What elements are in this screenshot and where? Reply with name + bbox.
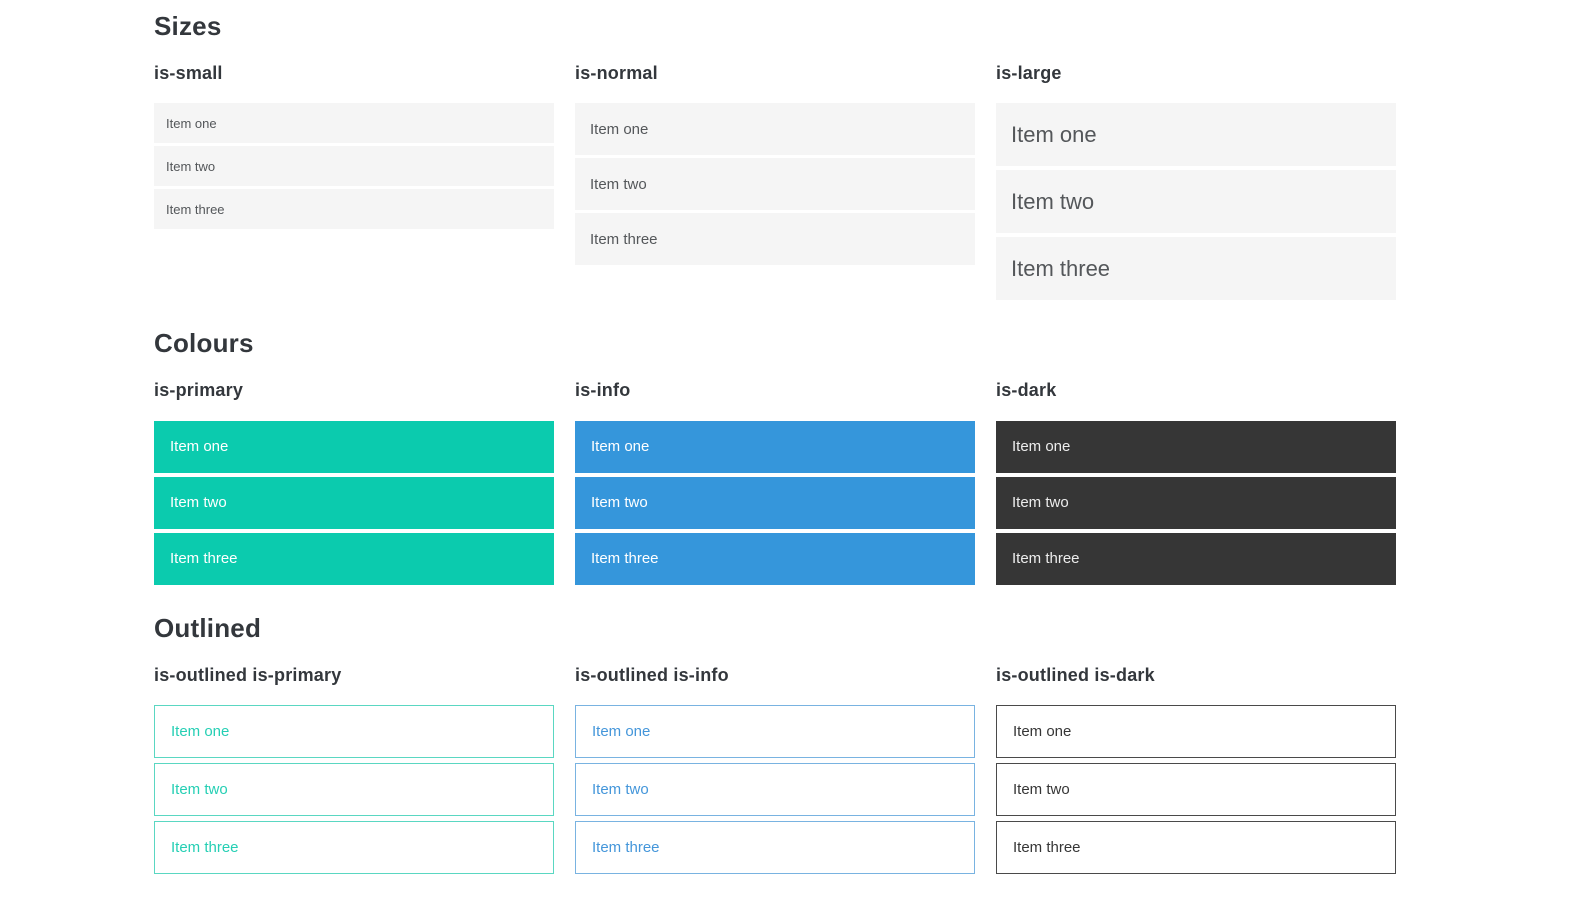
section-outlined: Outlined is-outlined is-primary Item one…	[154, 612, 1396, 880]
list-is-normal: Item one Item two Item three	[575, 103, 975, 266]
list-item[interactable]: Item three	[996, 532, 1396, 585]
list-is-outlined-is-dark: Item one Item two Item three	[996, 705, 1396, 875]
list-item[interactable]: Item three	[154, 532, 554, 585]
list-item[interactable]: Item one	[996, 705, 1396, 759]
list-is-dark: Item one Item two Item three	[996, 420, 1396, 585]
list-item[interactable]: Item two	[575, 158, 975, 211]
list-item[interactable]: Item one	[575, 420, 975, 473]
section-sizes: Sizes is-small Item one Item two Item th…	[154, 11, 1396, 305]
outlined-title: Outlined	[154, 612, 262, 643]
list-is-large: Item one Item two Item three	[996, 103, 1396, 301]
list-item[interactable]: Item three	[575, 532, 975, 585]
list-item[interactable]: Item two	[575, 763, 975, 817]
group-is-outlined-is-dark: is-outlined is-dark Item one Item two It…	[996, 665, 1396, 880]
list-item[interactable]: Item three	[575, 213, 975, 266]
list-item[interactable]: Item two	[996, 763, 1396, 817]
group-label-is-outlined-is-info: is-outlined is-info	[575, 664, 729, 685]
list-item[interactable]: Item one	[996, 420, 1396, 473]
group-label-is-small: is-small	[154, 62, 223, 83]
sizes-grid: is-small Item one Item two Item three is…	[154, 63, 1396, 305]
list-item[interactable]: Item one	[154, 103, 554, 144]
list-item[interactable]: Item three	[996, 821, 1396, 875]
list-item[interactable]: Item two	[996, 476, 1396, 529]
group-label-is-info: is-info	[575, 380, 631, 401]
list-item[interactable]: Item one	[575, 103, 975, 156]
group-is-small: is-small Item one Item two Item three	[154, 63, 554, 233]
group-is-normal: is-normal Item one Item two Item three	[575, 63, 975, 269]
group-is-outlined-is-primary: is-outlined is-primary Item one Item two…	[154, 665, 554, 880]
list-item[interactable]: Item one	[154, 705, 554, 759]
list-is-small: Item one Item two Item three	[154, 103, 554, 230]
list-is-outlined-is-primary: Item one Item two Item three	[154, 705, 554, 875]
group-is-large: is-large Item one Item two Item three	[996, 63, 1396, 305]
group-label-is-dark: is-dark	[996, 380, 1057, 401]
group-label-is-outlined-is-primary: is-outlined is-primary	[154, 664, 342, 685]
list-is-info: Item one Item two Item three	[575, 420, 975, 585]
list-item[interactable]: Item two	[575, 476, 975, 529]
sizes-title: Sizes	[154, 11, 222, 41]
list-item[interactable]: Item two	[154, 476, 554, 529]
list-is-primary: Item one Item two Item three	[154, 420, 554, 585]
list-item[interactable]: Item three	[575, 821, 975, 875]
list-item[interactable]: Item two	[996, 170, 1396, 234]
outlined-grid: is-outlined is-primary Item one Item two…	[154, 665, 1396, 880]
list-item[interactable]: Item one	[996, 103, 1396, 167]
group-is-outlined-is-info: is-outlined is-info Item one Item two It…	[575, 665, 975, 880]
list-item[interactable]: Item three	[154, 821, 554, 875]
list-item[interactable]: Item one	[154, 420, 554, 473]
colours-title: Colours	[154, 328, 254, 359]
colours-grid: is-primary Item one Item two Item three …	[154, 380, 1396, 589]
list-item[interactable]: Item three	[154, 189, 554, 230]
list-item[interactable]: Item three	[996, 237, 1396, 301]
list-item[interactable]: Item one	[575, 705, 975, 759]
group-label-is-primary: is-primary	[154, 380, 244, 401]
group-is-info: is-info Item one Item two Item three	[575, 380, 975, 589]
group-label-is-large: is-large	[996, 62, 1062, 83]
group-is-primary: is-primary Item one Item two Item three	[154, 380, 554, 589]
group-label-is-normal: is-normal	[575, 62, 658, 83]
list-item[interactable]: Item two	[154, 763, 554, 817]
list-is-outlined-is-info: Item one Item two Item three	[575, 705, 975, 875]
list-item[interactable]: Item two	[154, 146, 554, 187]
group-is-dark: is-dark Item one Item two Item three	[996, 380, 1396, 589]
section-colours: Colours is-primary Item one Item two Ite…	[154, 329, 1396, 588]
group-label-is-outlined-is-dark: is-outlined is-dark	[996, 664, 1155, 685]
